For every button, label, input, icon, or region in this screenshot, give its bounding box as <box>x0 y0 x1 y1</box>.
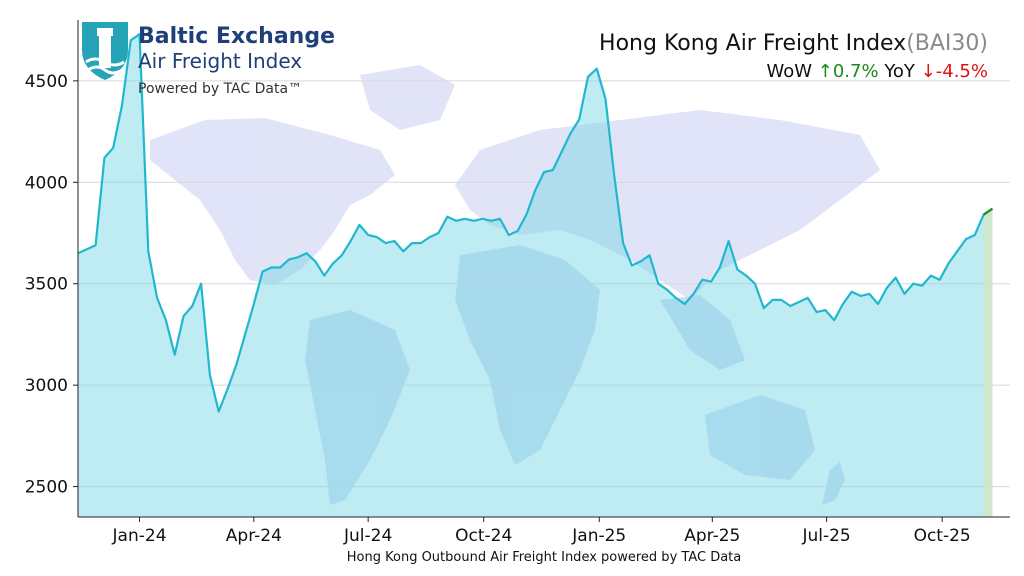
baltic-exchange-logo: Baltic Exchange Air Freight Index Powere… <box>82 22 335 97</box>
x-axis-ticks: Jan-24 Apr-24 Jul-24 Oct-24 Jan-25 Apr-25 Jul-… <box>112 517 971 546</box>
change-stats: WoW ↑0.7% YoY ↓-4.5% <box>766 61 988 82</box>
brand-product: Air Freight Index <box>138 49 302 73</box>
x-tick-label: Jul-24 <box>343 526 392 546</box>
x-tick-label: Apr-24 <box>226 526 282 546</box>
chart-title-code: (BAI30) <box>906 31 988 56</box>
yoy-label: YoY <box>883 61 916 82</box>
brand-name: Baltic Exchange <box>138 24 335 49</box>
x-tick-label: Apr-25 <box>684 526 740 546</box>
map-north-america <box>150 118 395 285</box>
wow-value: 0.7% <box>833 61 879 82</box>
wow-label: WoW <box>766 61 812 82</box>
map-greenland <box>360 65 455 130</box>
y-tick-label: 2500 <box>25 478 68 498</box>
y-axis-ticks: 2500 3000 3500 4000 4500 <box>25 72 78 498</box>
yoy-arrow-down-icon: ↓ <box>921 61 936 82</box>
x-tick-label: Oct-24 <box>455 526 512 546</box>
y-tick-label: 3000 <box>25 376 68 396</box>
x-tick-label: Jan-25 <box>571 526 626 546</box>
chart-title-main: Hong Kong Air Freight Index <box>599 31 906 56</box>
x-tick-label: Jan-24 <box>112 526 167 546</box>
x-tick-label: Jul-25 <box>801 526 850 546</box>
y-tick-label: 3500 <box>25 275 68 295</box>
y-tick-label: 4000 <box>25 173 68 193</box>
wow-arrow-up-icon: ↑ <box>818 61 833 82</box>
latest-week-line <box>982 207 994 216</box>
yoy-value: -4.5% <box>936 61 988 82</box>
x-axis-label: Hong Kong Outbound Air Freight Index pow… <box>347 550 741 565</box>
x-tick-label: Oct-25 <box>914 526 971 546</box>
lighthouse-shield-icon <box>82 22 128 80</box>
series-line <box>78 33 994 413</box>
series-area-fill <box>78 34 993 517</box>
brand-powered-by: Powered by TAC Data™ <box>138 81 302 97</box>
chart-title: Hong Kong Air Freight Index(BAI30) <box>599 31 988 56</box>
latest-week-area-fill <box>983 208 993 517</box>
y-tick-label: 4500 <box>25 72 68 92</box>
